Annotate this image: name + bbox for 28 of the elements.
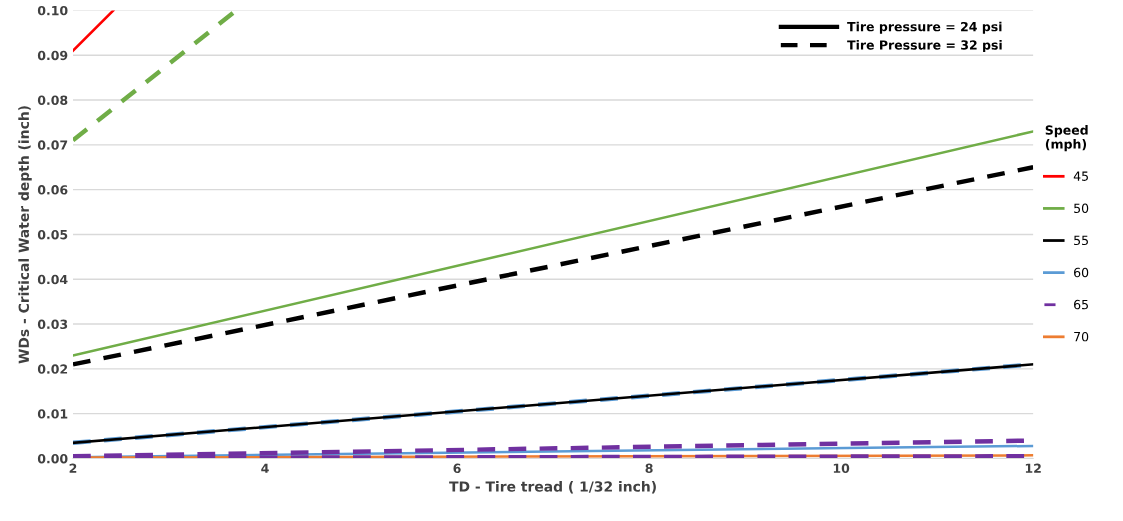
y-tick-label: 0.10: [37, 5, 68, 16]
legend-label: 70: [1074, 331, 1089, 342]
annotation: Tire pressure = 24 psi: [847, 21, 1002, 34]
x-tick-label: 12: [1025, 463, 1041, 473]
y-tick-label: 0.05: [37, 229, 68, 240]
y-tick-label: 0.09: [37, 50, 68, 61]
y-tick-label: 0.06: [37, 185, 68, 195]
x-tick-label: 2: [69, 463, 77, 473]
legend-label: 65: [1074, 299, 1088, 310]
legend-label: 45: [1073, 171, 1088, 181]
y-tick-label: 0.08: [37, 95, 68, 105]
y-tick-label: 0.07: [37, 140, 68, 150]
x-tick-label: 4: [261, 463, 269, 473]
y-tick-label: 0.04: [37, 274, 68, 285]
y-tick-label: 0.03: [37, 319, 68, 329]
x-tick-label: 10: [833, 463, 850, 474]
y-tick-label: 0.02: [37, 364, 68, 374]
legend-label: 55: [1074, 235, 1088, 246]
y-tick-label: 0.01: [37, 409, 68, 419]
y-axis-title: WDs - Critical Water depth (inch): [18, 106, 32, 364]
y-tick-label: 0.00: [37, 453, 68, 464]
x-tick-label: 8: [645, 463, 653, 474]
legend-label: 60: [1074, 267, 1089, 278]
legend-title: Speed (mph): [1045, 125, 1088, 152]
x-axis-title: TD - Tire tread ( 1/32 inch): [449, 480, 656, 494]
x-tick-label: 6: [453, 463, 461, 474]
annotation: Tire Pressure = 32 psi: [847, 40, 1002, 53]
legend-label: 50: [1074, 203, 1089, 213]
